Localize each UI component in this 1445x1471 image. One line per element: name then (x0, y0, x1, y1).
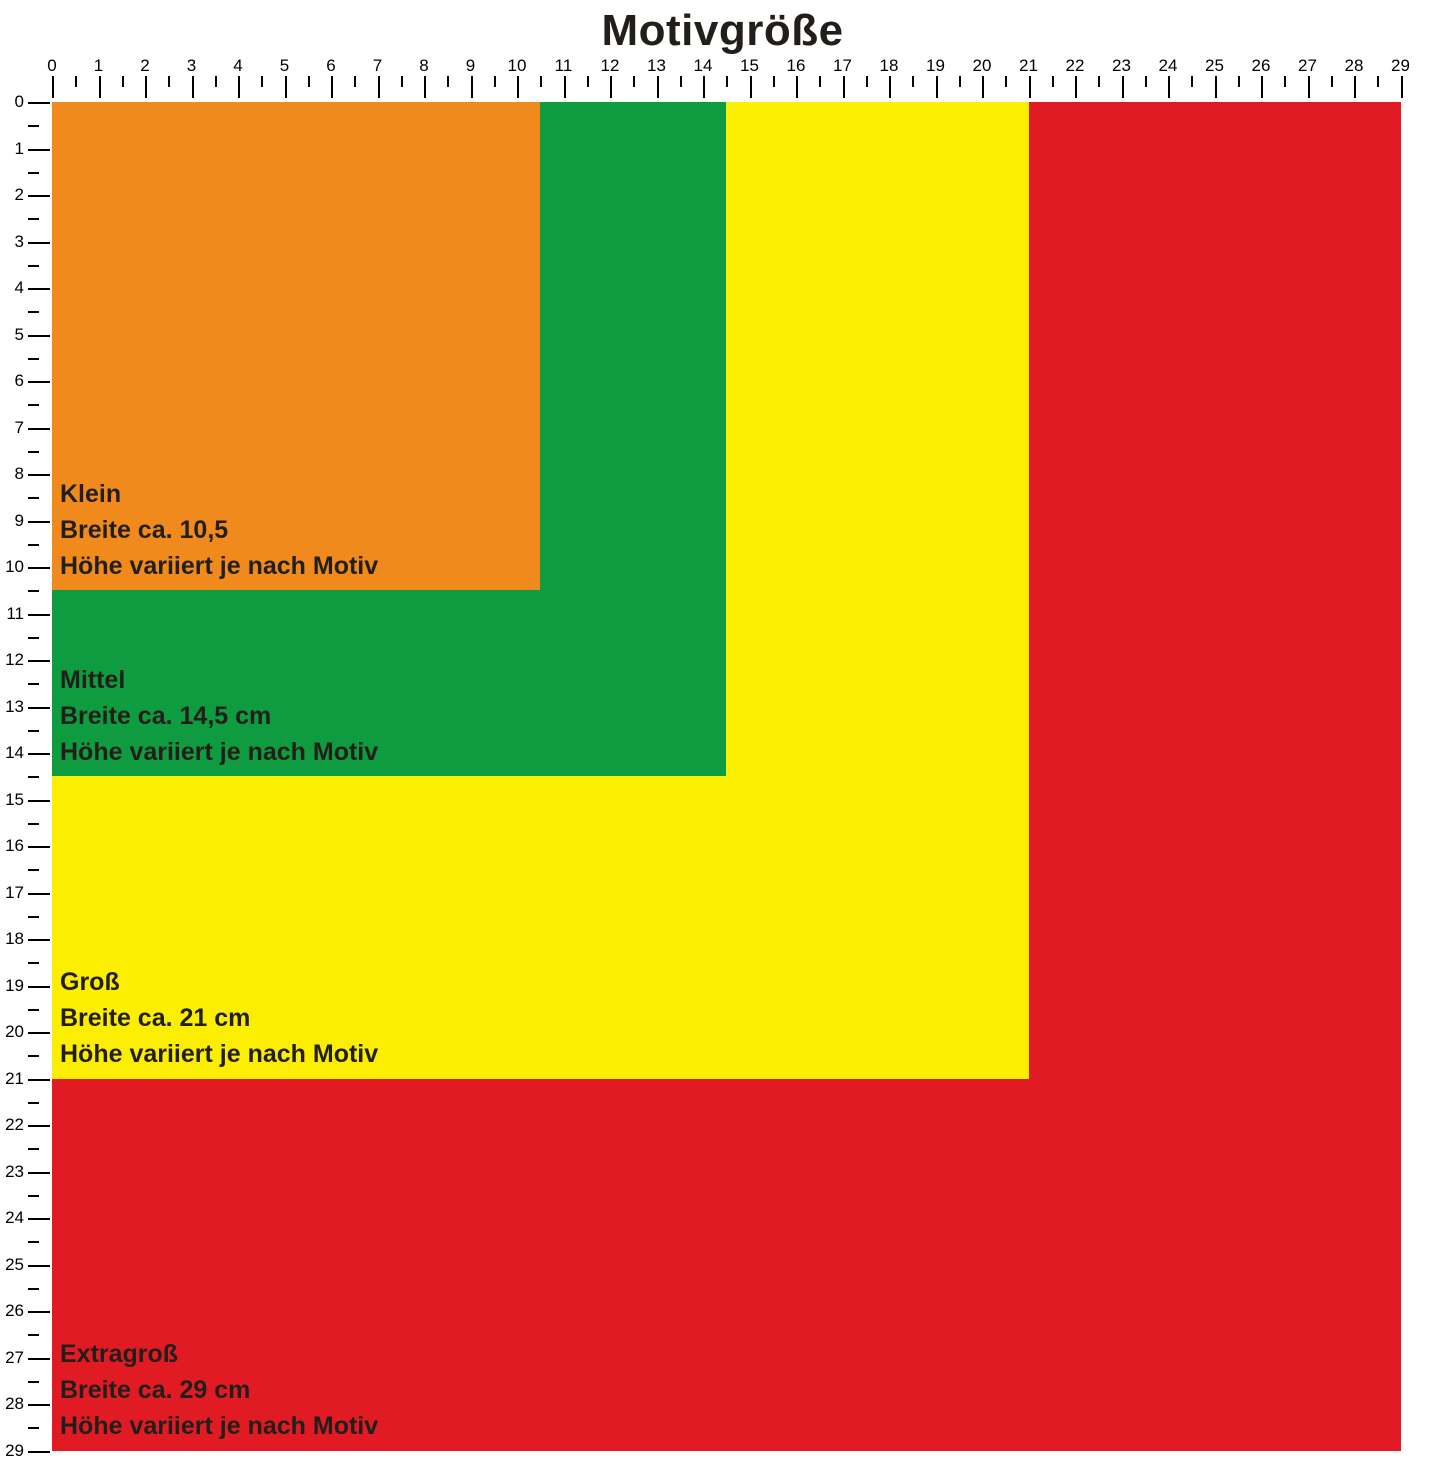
title: Motivgröße (0, 6, 1445, 56)
ruler-vertical: 0123456789101112131415161718192021222324… (0, 56, 50, 1471)
size-label-extragross: ExtragroßBreite ca. 29 cmHöhe variiert j… (60, 1336, 378, 1445)
chart-area: ExtragroßBreite ca. 29 cmHöhe variiert j… (52, 102, 1401, 1451)
diagram-container: 0123456789101112131415161718192021222324… (0, 56, 1445, 1451)
ruler-horizontal: 0123456789101112131415161718192021222324… (0, 56, 1421, 106)
size-label-klein: KleinBreite ca. 10,5Höhe variiert je nac… (60, 476, 378, 585)
size-label-mittel: MittelBreite ca. 14,5 cmHöhe variiert je… (60, 662, 378, 771)
size-label-gross: GroßBreite ca. 21 cmHöhe variiert je nac… (60, 964, 378, 1073)
size-box-klein: KleinBreite ca. 10,5Höhe variiert je nac… (52, 102, 540, 590)
